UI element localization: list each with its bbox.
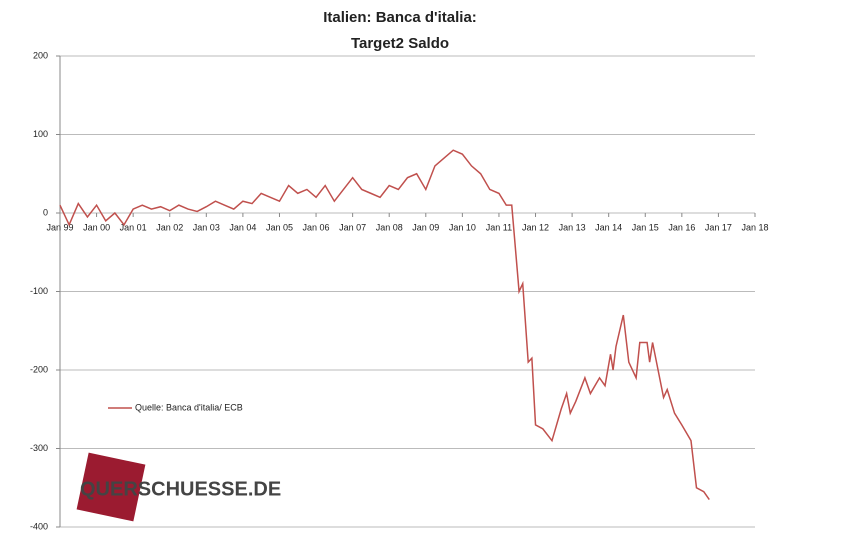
- x-tick-label: Jan 16: [668, 222, 695, 232]
- chart-subtitle: Target2 Saldo: [351, 35, 449, 52]
- x-tick-label: Jan 06: [303, 222, 330, 232]
- x-tick-label: Jan 15: [632, 222, 659, 232]
- x-tick-label: Jan 08: [376, 222, 403, 232]
- x-tick-label: Jan 04: [229, 222, 256, 232]
- x-tick-label: Jan 03: [193, 222, 220, 232]
- logo-mark: [76, 452, 146, 522]
- x-tick-label: Jan 13: [559, 222, 586, 232]
- y-tick-label: -200: [30, 364, 48, 374]
- x-tick-label: Jan 11: [486, 222, 512, 232]
- watermark: QUERSCHUESSE.DE: [80, 478, 281, 500]
- x-tick-label: Jan 12: [522, 222, 549, 232]
- x-tick-label: Jan 05: [266, 222, 293, 232]
- x-tick-label: Jan 99: [46, 222, 73, 232]
- y-tick-label: 200: [33, 50, 48, 60]
- x-tick-label: Jan 10: [449, 222, 476, 232]
- series-line: [59, 149, 710, 500]
- y-tick-label: -400: [30, 521, 48, 531]
- y-tick-label: 100: [33, 129, 48, 139]
- x-tick-label: Jan 07: [339, 222, 366, 232]
- x-tick-label: Jan 00: [83, 222, 110, 232]
- y-tick-label: -300: [30, 443, 48, 453]
- x-tick-label: Jan 14: [595, 222, 622, 232]
- y-tick-label: -100: [30, 286, 48, 296]
- y-tick-label: 0: [43, 207, 48, 217]
- chart-title: Italien: Banca d'italia:: [323, 9, 477, 26]
- x-tick-label: Jan 01: [120, 222, 147, 232]
- x-tick-label: Jan 09: [412, 222, 439, 232]
- x-tick-label: Jan 17: [705, 222, 732, 232]
- x-tick-label: Jan 02: [156, 222, 183, 232]
- x-tick-label: Jan 18: [741, 222, 768, 232]
- legend-label: Quelle: Banca d'italia/ ECB: [135, 402, 243, 412]
